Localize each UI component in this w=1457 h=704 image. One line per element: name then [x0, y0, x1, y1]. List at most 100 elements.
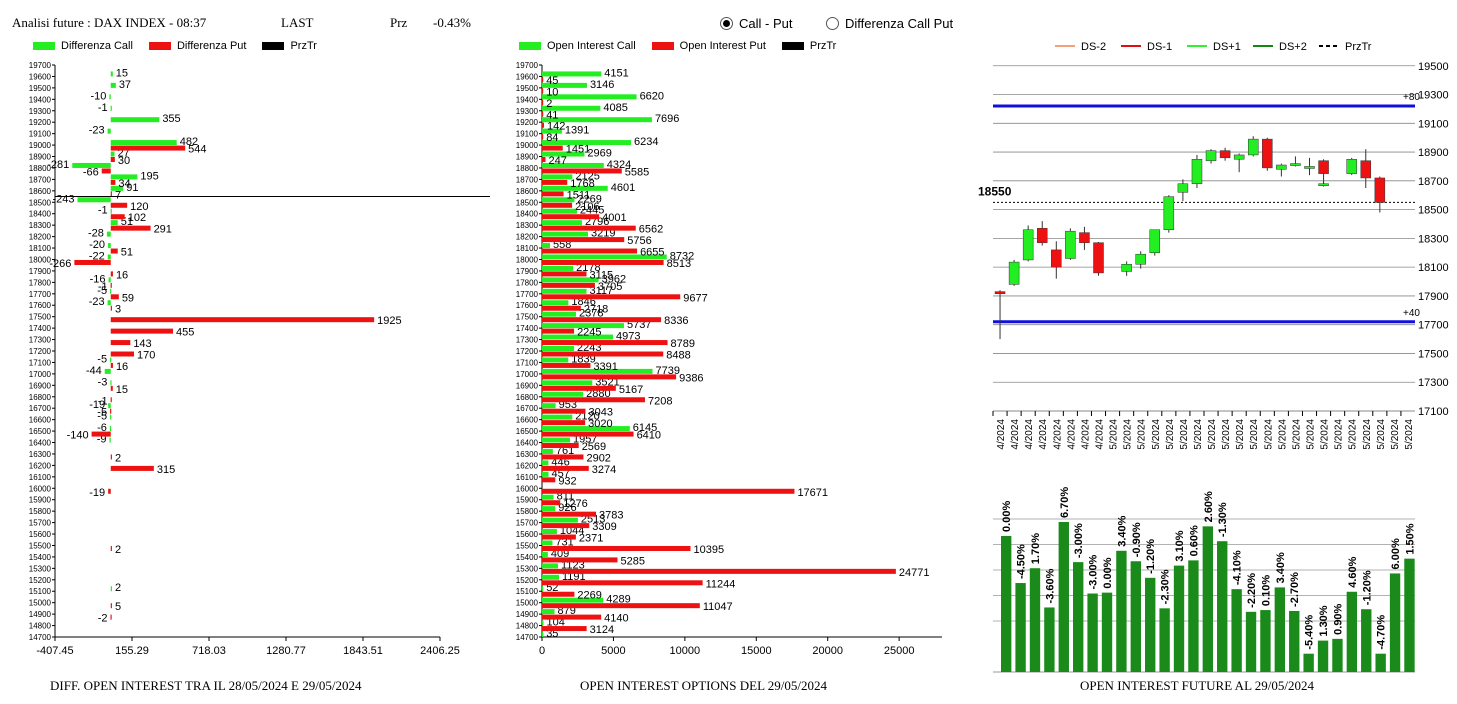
bar-value-label: -5	[97, 407, 107, 419]
oi-change-label: 3.40%	[1116, 515, 1128, 546]
oi-future-bar	[1001, 535, 1012, 672]
call-bar	[542, 82, 587, 88]
y-tick-label: 18000	[29, 255, 52, 264]
call-bar	[542, 426, 630, 432]
bar-value-label: 315	[157, 464, 175, 476]
oi-future-bar	[1274, 587, 1286, 672]
bar-value-label: 3391	[593, 361, 617, 373]
put-bar	[542, 168, 622, 174]
bar-value-label: -1	[98, 205, 108, 217]
call-bar	[110, 117, 160, 123]
put-bar	[110, 225, 151, 231]
x-tick-label: 5000	[601, 645, 625, 657]
put-bar	[542, 282, 595, 288]
legend-oi: Open Interest Call Open Interest Put Prz…	[519, 40, 852, 52]
put-bar	[110, 145, 186, 151]
call-bar	[542, 71, 602, 77]
y-tick-label: 17400	[516, 324, 539, 333]
y-tick-label: 18200	[29, 233, 52, 242]
put-bar	[542, 99, 544, 105]
bar-value-label: 5	[115, 601, 121, 613]
radio-diff-call-put[interactable]: Differenza Call Put	[826, 16, 953, 31]
prz-value: -0.43%	[433, 15, 471, 30]
put-bar	[542, 111, 544, 117]
x-tick-label: 20/05/2024	[1291, 419, 1302, 450]
put-bar	[110, 351, 135, 357]
call-bar	[110, 151, 115, 157]
bar-value-label: 3043	[588, 407, 612, 419]
x-tick-label: 01/05/2024	[1109, 419, 1120, 450]
bar-value-label: 24771	[899, 567, 930, 579]
put-bar	[110, 248, 118, 254]
oi-change-label: 1.30%	[1318, 605, 1330, 636]
y-tick-label: 17000	[516, 370, 539, 379]
y-tick-label: 16300	[516, 450, 539, 459]
radio-call-put[interactable]: Call - Put	[720, 16, 792, 31]
bar-value-label: -1	[98, 281, 108, 293]
call-bar	[542, 197, 575, 203]
x-tick-label: 10/05/2024	[1207, 419, 1218, 450]
call-bar	[542, 574, 560, 580]
bar-value-label: -23	[89, 125, 105, 137]
x-tick-label: 29/05/2024	[1390, 419, 1401, 450]
y-tick-label: 16000	[516, 484, 539, 493]
oi-future-bar	[1116, 550, 1127, 672]
y-tick-label: 19600	[516, 72, 539, 81]
put-bar	[110, 191, 112, 197]
put-bar	[110, 545, 112, 551]
call-bar	[542, 368, 653, 374]
candle-down	[1374, 177, 1386, 203]
call-bar	[110, 82, 116, 88]
put-bar	[542, 443, 579, 449]
y-tick-label: 14900	[29, 610, 52, 619]
call-bar	[542, 265, 574, 271]
oi-change-label: -1.30%	[1217, 502, 1229, 537]
call-bar	[110, 185, 124, 191]
candle-up	[1233, 154, 1245, 160]
level-label: +80	[1403, 92, 1420, 103]
put-bar	[542, 225, 636, 231]
open-interest-future-bar-chart: 0.00%-4.50% 1.70%-3.60%6.70%-3.00%-3.00% 0…	[993, 487, 1416, 673]
call-bar	[110, 140, 177, 146]
bar-value-label: 45	[546, 75, 558, 87]
y-tick-label: 17900	[29, 267, 52, 276]
bar-value-label: 7208	[648, 395, 672, 407]
bar-value-label: 6562	[639, 224, 663, 236]
y-tick-label: 18800	[516, 164, 539, 173]
call-bar	[542, 254, 667, 260]
call-bar	[542, 414, 573, 420]
y-tick-label: 18300	[29, 221, 52, 230]
legend-item: Open Interest Put	[651, 40, 766, 52]
candle-up	[1135, 253, 1146, 265]
put-bar	[542, 191, 564, 197]
oi-future-bar	[1245, 611, 1257, 672]
y-tick-label: 18000	[516, 255, 539, 264]
put-bar	[110, 317, 375, 323]
bar-value-label: 170	[137, 350, 155, 362]
bar-value-label: -6	[97, 422, 107, 434]
x-tick-label: 25000	[884, 645, 915, 657]
y-tick-label: 17300	[1418, 377, 1449, 389]
legend-label: PrzTr	[1345, 41, 1372, 53]
x-tick-label: 155.29	[115, 645, 149, 657]
bar-value-label: 2445	[580, 205, 604, 217]
put-bar	[542, 431, 634, 437]
call-bar	[107, 300, 111, 306]
put-bar	[542, 179, 568, 185]
x-tick-label: 1280.77	[266, 645, 306, 657]
caption-future: OPEN INTEREST FUTURE AL 29/05/2024	[1080, 678, 1315, 693]
put-bar	[542, 603, 700, 609]
call-bar	[542, 391, 584, 397]
put-bar	[542, 385, 616, 391]
candle-up	[1163, 196, 1175, 230]
y-tick-label: 19300	[1418, 90, 1449, 102]
y-tick-label: 17800	[29, 278, 52, 287]
y-tick-label: 17100	[516, 358, 539, 367]
y-tick-label: 19100	[516, 130, 539, 139]
put-bar	[542, 202, 573, 208]
put-bar	[542, 614, 602, 620]
y-tick-label: 16400	[516, 439, 539, 448]
y-tick-label: 18300	[516, 221, 539, 230]
x-tick-label: 17/05/2024	[1277, 419, 1288, 450]
legend-item: Open Interest Call	[519, 40, 636, 52]
